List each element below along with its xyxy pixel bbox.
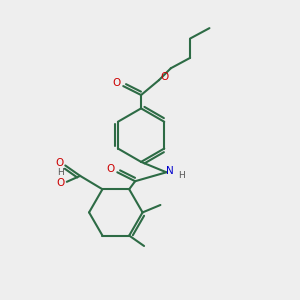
Text: N: N (166, 166, 174, 176)
Text: O: O (56, 178, 64, 188)
Text: O: O (160, 72, 168, 82)
Text: O: O (112, 78, 121, 88)
Text: O: O (56, 158, 64, 167)
Text: O: O (106, 164, 115, 174)
Text: H: H (57, 168, 64, 177)
Text: H: H (178, 171, 184, 180)
